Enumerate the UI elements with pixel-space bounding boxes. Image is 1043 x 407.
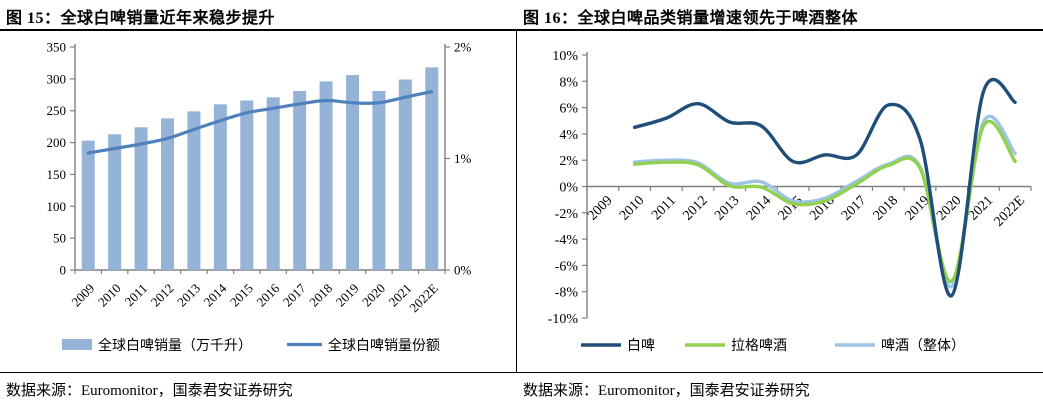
legend-label-share: 全球白啤销量份额 [328, 337, 440, 354]
x-category-label: 2010 [617, 193, 647, 223]
y-tick-label: 2% [559, 154, 578, 169]
x-category-label: 2009 [68, 281, 97, 310]
legend-label-volume: 全球白啤销量（万千升） [98, 337, 252, 354]
x-category-label: 2020 [359, 281, 388, 310]
series-line-0 [632, 77, 1017, 298]
source-divider-line [0, 372, 1043, 373]
volume-bar [293, 90, 307, 270]
x-category-label: 2011 [122, 281, 151, 310]
y-tick-label: -10% [548, 312, 579, 327]
x-category-label: 2012 [148, 281, 177, 310]
left-y-tick-label: 0 [60, 263, 67, 278]
x-category-label: 2013 [174, 281, 203, 310]
legend-bar-swatch [62, 339, 92, 350]
left-y-tick-label: 250 [47, 103, 67, 118]
volume-bar [108, 134, 122, 270]
left-y-tick-label: 200 [47, 135, 67, 150]
right-chart-title: 图 16：全球白啤品类销量增速领先于啤酒整体 [523, 10, 859, 27]
left-y-tick-label: 350 [47, 40, 67, 55]
right-y-tick-label: 1% [454, 151, 472, 166]
x-category-label: 2019 [333, 281, 362, 310]
y-tick-label: -8% [555, 286, 579, 301]
left-y-tick-label: 300 [47, 71, 67, 86]
panel-divider-line [516, 30, 517, 372]
left-y-tick-label: 150 [47, 167, 67, 182]
x-category-label: 2015 [227, 281, 256, 310]
y-tick-label: -4% [555, 233, 579, 248]
volume-bar [213, 104, 227, 270]
volume-bar [240, 100, 254, 271]
x-category-label: 2009 [585, 193, 615, 223]
x-category-label: 2022E [992, 193, 1028, 229]
left-y-tick-label: 50 [53, 231, 66, 246]
growth-rate-comparison-chart: 10%8%6%4%2%0%-2%-4%-6%-8%-10%2009 2010 201… [548, 49, 1032, 354]
x-category-label: 2014 [200, 280, 229, 309]
right-source-text: 数据来源：Euromonitor，国泰君安证券研究 [523, 383, 810, 399]
volume-bar [187, 111, 201, 270]
volume-bar [346, 75, 359, 270]
x-category-label: 2020 [934, 193, 964, 223]
y-tick-label: -6% [555, 259, 579, 274]
volume-bar [425, 67, 439, 270]
legend-label-2: 啤酒（整体） [881, 338, 965, 354]
volume-bar [372, 90, 386, 270]
volume-bar [319, 81, 333, 270]
x-category-label: 2014 [744, 193, 774, 223]
x-category-label: 2018 [871, 193, 901, 223]
left-y-tick-label: 100 [47, 199, 67, 214]
x-category-label: 2010 [95, 281, 124, 310]
x-category-label: 2018 [306, 281, 335, 310]
legend-label-1: 拉格啤酒 [731, 338, 787, 354]
left-chart-title: 图 15：全球白啤销量近年来稳步提升 [6, 10, 276, 27]
volume-bar [161, 118, 174, 270]
right-y-tick-label: 0% [454, 263, 472, 278]
white-beer-volume-chart: 3503002502001501005002%1%0%2009201020112… [47, 40, 472, 355]
share-line [86, 90, 434, 155]
y-tick-label: 10% [552, 49, 578, 64]
volume-bar [398, 79, 412, 270]
x-category-label: 2011 [649, 193, 679, 223]
volume-bar [266, 97, 280, 270]
title-underline [0, 29, 1043, 31]
x-category-label: 2017 [280, 280, 309, 309]
volume-bar [134, 127, 148, 270]
x-category-label: 2016 [253, 280, 282, 309]
y-tick-label: 6% [559, 102, 578, 117]
x-category-label: 2022E [406, 280, 441, 315]
y-tick-label: -2% [555, 207, 579, 222]
x-category-label: 2012 [680, 193, 710, 223]
legend-label-0: 白啤 [627, 338, 655, 354]
y-tick-label: 0% [559, 181, 578, 196]
y-tick-label: 8% [559, 75, 578, 90]
right-y-tick-label: 2% [454, 40, 472, 55]
volume-bar [81, 140, 95, 270]
y-tick-label: 4% [559, 128, 578, 143]
x-category-label: 2017 [839, 193, 869, 223]
x-category-label: 2013 [712, 193, 742, 223]
left-source-text: 数据来源：Euromonitor，国泰君安证券研究 [6, 383, 293, 399]
